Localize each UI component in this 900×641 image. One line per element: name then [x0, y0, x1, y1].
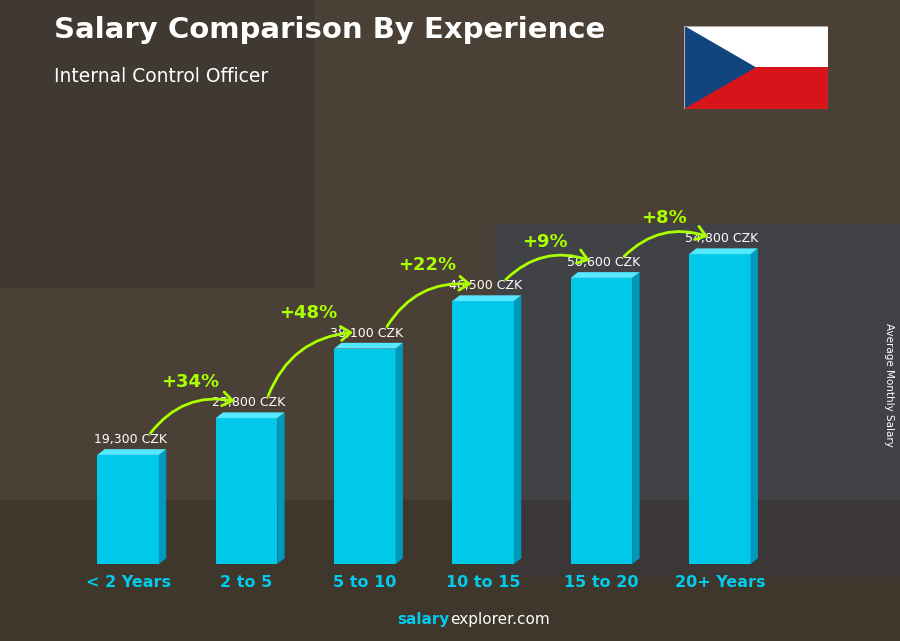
Polygon shape [689, 248, 758, 254]
Polygon shape [453, 296, 521, 301]
Bar [0, 500, 900, 641]
Text: +22%: +22% [398, 256, 456, 274]
Bar [571, 278, 632, 564]
FancyArrowPatch shape [387, 276, 469, 327]
Bar [0, 0, 315, 288]
Polygon shape [334, 343, 403, 349]
Text: Salary Comparison By Experience: Salary Comparison By Experience [54, 16, 605, 44]
Text: 25,800 CZK: 25,800 CZK [212, 396, 285, 410]
Bar [495, 224, 900, 577]
FancyArrowPatch shape [268, 326, 351, 396]
Bar [453, 301, 514, 564]
Bar [684, 67, 828, 109]
Bar [334, 349, 395, 564]
Polygon shape [751, 248, 758, 564]
Text: 50,600 CZK: 50,600 CZK [567, 256, 640, 269]
Polygon shape [97, 449, 166, 455]
Polygon shape [277, 412, 284, 564]
Text: Internal Control Officer: Internal Control Officer [54, 67, 268, 87]
Polygon shape [571, 272, 640, 278]
Text: 19,300 CZK: 19,300 CZK [94, 433, 166, 446]
Text: +8%: +8% [641, 210, 687, 228]
Text: Average Monthly Salary: Average Monthly Salary [884, 322, 894, 447]
Text: +48%: +48% [279, 304, 338, 322]
Polygon shape [514, 296, 521, 564]
Polygon shape [395, 343, 403, 564]
Text: +9%: +9% [522, 233, 568, 251]
Bar [97, 455, 159, 564]
Bar [216, 418, 277, 564]
Text: 46,500 CZK: 46,500 CZK [449, 279, 522, 292]
Polygon shape [159, 449, 166, 564]
Text: 38,100 CZK: 38,100 CZK [330, 327, 403, 340]
Text: explorer.com: explorer.com [450, 612, 550, 627]
FancyArrowPatch shape [506, 250, 588, 279]
Polygon shape [632, 272, 640, 564]
Polygon shape [216, 412, 284, 418]
Bar [684, 26, 828, 67]
Text: salary: salary [398, 612, 450, 627]
Text: 54,800 CZK: 54,800 CZK [686, 232, 759, 246]
Polygon shape [684, 26, 756, 109]
Bar [689, 254, 751, 564]
Text: +34%: +34% [161, 374, 220, 392]
FancyArrowPatch shape [624, 226, 706, 256]
FancyArrowPatch shape [150, 392, 232, 433]
